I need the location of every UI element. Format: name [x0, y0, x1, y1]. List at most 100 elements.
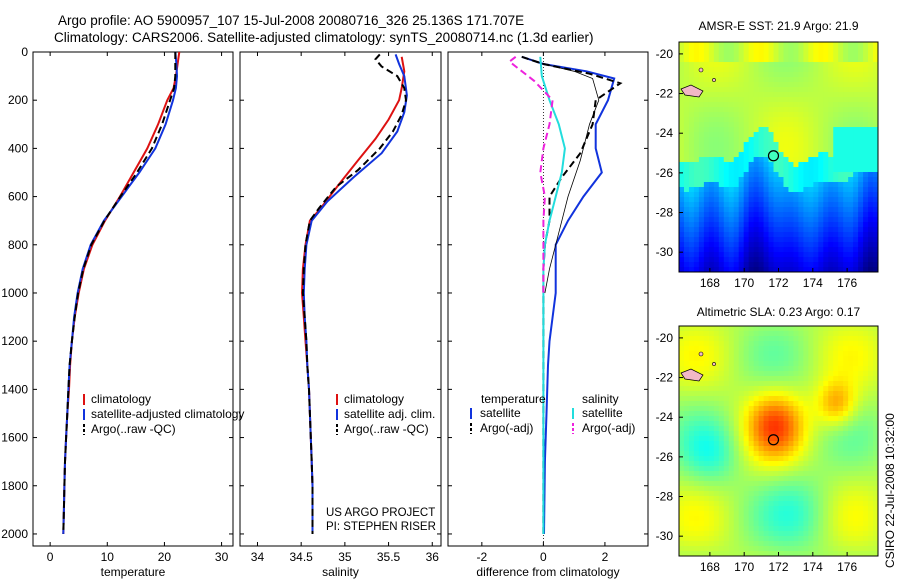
heatmap-cell — [783, 476, 789, 482]
heatmap-cell — [758, 42, 764, 48]
heatmap-cell — [788, 536, 794, 542]
heatmap-cell — [818, 247, 824, 253]
heatmap-cell — [793, 511, 799, 517]
heatmap-cell — [768, 501, 774, 507]
heatmap-cell — [713, 257, 720, 263]
heatmap-cell — [698, 506, 705, 512]
heatmap-cell — [763, 331, 769, 337]
heatmap-cell — [753, 57, 760, 63]
heatmap-cell — [679, 501, 685, 507]
heatmap-cell — [798, 416, 804, 422]
heatmap-cell — [703, 361, 710, 367]
heatmap-cell — [838, 551, 844, 557]
heatmap-cell — [773, 431, 779, 437]
heatmap-cell — [783, 436, 789, 442]
heatmap-cell — [738, 481, 745, 487]
heatmap-cell — [708, 72, 715, 78]
heatmap-cell — [788, 521, 794, 527]
heatmap-cell — [778, 346, 784, 352]
heatmap-cell — [823, 187, 829, 193]
heatmap-cell — [763, 506, 769, 512]
heatmap-cell — [803, 371, 809, 377]
heatmap-cell — [748, 351, 755, 357]
heatmap-cell — [813, 521, 819, 527]
heatmap-cell — [788, 461, 794, 467]
heatmap-cell — [793, 82, 799, 88]
heatmap-cell — [718, 506, 725, 512]
heatmap-cell — [818, 112, 824, 118]
heatmap-cell — [693, 396, 700, 402]
heatmap-cell — [743, 436, 750, 442]
heatmap-cell — [853, 57, 859, 63]
heatmap-cell — [768, 336, 774, 342]
heatmap-cell — [773, 192, 779, 198]
heatmap-cell — [738, 47, 745, 53]
heatmap-cell — [763, 107, 769, 113]
heatmap-cell — [808, 376, 814, 382]
heatmap-cell — [803, 346, 809, 352]
heatmap-cell — [868, 252, 874, 258]
heatmap-cell — [818, 182, 824, 188]
heatmap-cell — [723, 366, 730, 372]
heatmap-cell — [733, 202, 740, 208]
heatmap-cell — [763, 192, 769, 198]
heatmap-cell — [868, 227, 874, 233]
heatmap-cell — [868, 82, 874, 88]
heatmap-cell — [848, 122, 854, 128]
heatmap-cell — [838, 331, 844, 337]
heatmap-cell — [793, 212, 799, 218]
heatmap-cell — [808, 501, 814, 507]
heatmap-cell — [688, 396, 695, 402]
heatmap-cell — [853, 396, 859, 402]
heatmap-cell — [738, 87, 745, 93]
heatmap-cell — [723, 217, 730, 223]
heatmap-cell — [693, 421, 700, 427]
heatmap-cell — [843, 366, 849, 372]
heatmap-cell — [688, 476, 695, 482]
heatmap-cell — [813, 351, 819, 357]
heatmap-cell — [783, 157, 789, 163]
heatmap-cell — [783, 137, 789, 143]
heatmap-cell — [698, 361, 705, 367]
heatmap-cell — [768, 167, 774, 173]
heatmap-cell — [798, 331, 804, 337]
heatmap-cell — [863, 531, 869, 537]
legend-entry: climatology — [91, 392, 151, 406]
heatmap-cell — [733, 386, 740, 392]
heatmap-cell — [813, 471, 819, 477]
heatmap-cell — [758, 521, 764, 527]
heatmap-cell — [823, 127, 829, 133]
heatmap-cell — [679, 232, 685, 238]
heatmap-cell — [863, 501, 869, 507]
heatmap-cell — [818, 217, 824, 223]
heatmap-cell — [733, 247, 740, 253]
heatmap-cell — [843, 177, 849, 183]
heatmap-cell — [693, 232, 700, 238]
heatmap-cell — [679, 222, 685, 228]
heatmap-cell — [688, 521, 695, 527]
heatmap-cell — [743, 486, 750, 492]
heatmap-cell — [748, 202, 755, 208]
heatmap-cell — [723, 77, 730, 83]
heatmap-cell — [838, 127, 844, 133]
heatmap-cell — [843, 117, 849, 123]
heatmap-cell — [758, 77, 764, 83]
heatmap-cell — [773, 436, 779, 442]
heatmap-cell — [853, 346, 859, 352]
heatmap-cell — [693, 192, 700, 198]
heatmap-cell — [848, 267, 854, 273]
heatmap-cell — [753, 551, 760, 557]
heatmap-cell — [708, 346, 715, 352]
heatmap-cell — [818, 491, 824, 497]
heatmap-cell — [718, 496, 725, 502]
heatmap-cell — [733, 52, 740, 58]
heatmap-cell — [798, 491, 804, 497]
heatmap-cell — [843, 267, 849, 273]
heatmap-cell — [768, 217, 774, 223]
heatmap-cell — [683, 416, 690, 422]
heatmap-cell — [733, 551, 740, 557]
heatmap-cell — [693, 501, 700, 507]
heatmap-cell — [823, 446, 829, 452]
heatmap-cell — [848, 481, 854, 487]
heatmap-cell — [679, 47, 685, 53]
